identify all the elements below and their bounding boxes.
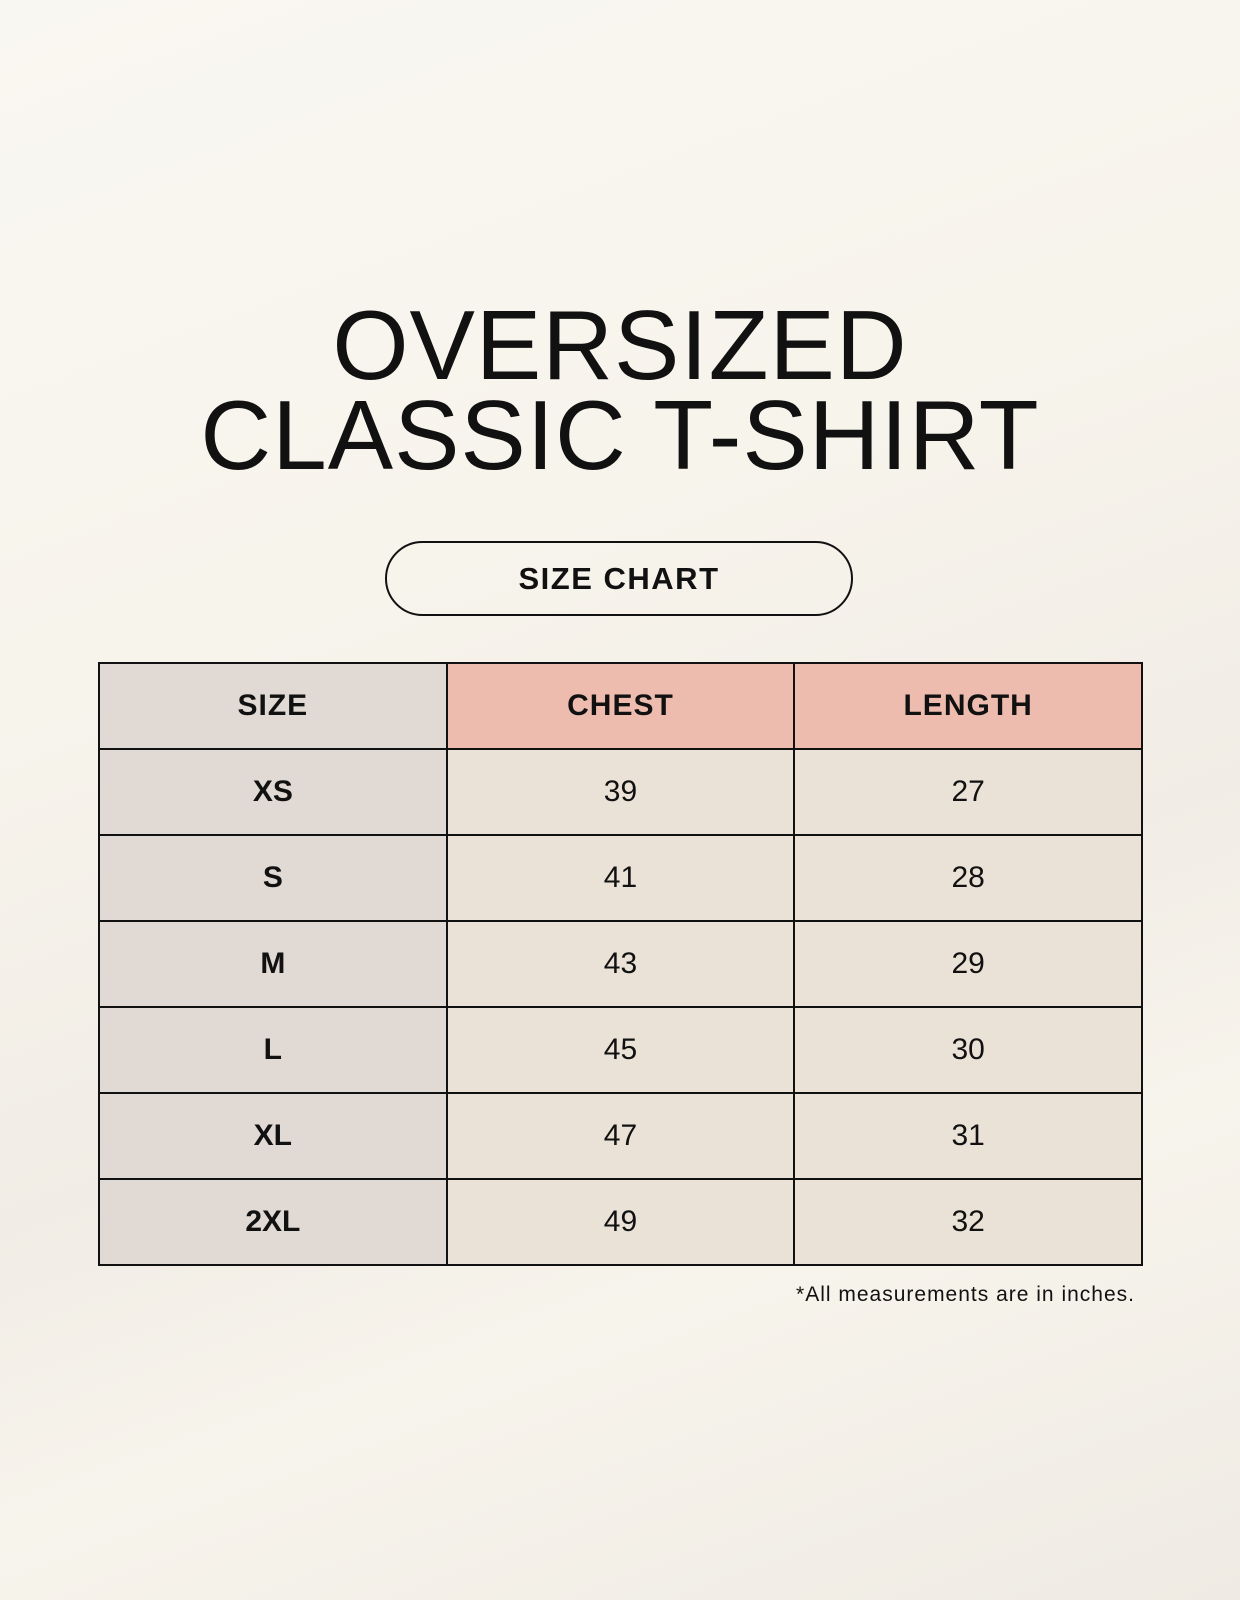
table-row: M 43 29 <box>98 920 1143 1008</box>
table-row: XS 39 27 <box>98 748 1143 836</box>
chest-cell: 49 <box>445 1178 796 1266</box>
table-row: L 45 30 <box>98 1006 1143 1094</box>
size-cell: XS <box>98 748 448 836</box>
length-cell: 31 <box>793 1092 1143 1180</box>
measurement-note: *All measurements are in inches. <box>796 1283 1135 1306</box>
table-row: 2XL 49 32 <box>98 1178 1143 1266</box>
length-cell: 32 <box>793 1178 1143 1266</box>
chest-cell: 47 <box>445 1092 796 1180</box>
title-line-2: CLASSIC T-SHIRT <box>200 380 1040 490</box>
size-cell: L <box>98 1006 448 1094</box>
chest-cell: 43 <box>445 920 796 1008</box>
chest-cell: 39 <box>445 748 796 836</box>
length-cell: 27 <box>793 748 1143 836</box>
size-cell: XL <box>98 1092 448 1180</box>
header-size: SIZE <box>98 662 448 750</box>
size-cell: S <box>98 834 448 922</box>
title-line-1: OVERSIZED <box>332 290 908 400</box>
size-cell: 2XL <box>98 1178 448 1266</box>
size-table: SIZE CHEST LENGTH XS 39 27 S 41 28 M 43 29 L 45 30 X… <box>98 662 1143 1266</box>
table-row: S 41 28 <box>98 834 1143 922</box>
length-cell: 29 <box>793 920 1143 1008</box>
table-header-row: SIZE CHEST LENGTH <box>98 662 1143 750</box>
chest-cell: 45 <box>445 1006 796 1094</box>
size-cell: M <box>98 920 448 1008</box>
length-cell: 28 <box>793 834 1143 922</box>
header-length: LENGTH <box>793 662 1143 750</box>
header-chest: CHEST <box>445 662 796 750</box>
size-chart-badge: SIZE CHART <box>385 541 853 616</box>
chest-cell: 41 <box>445 834 796 922</box>
length-cell: 30 <box>793 1006 1143 1094</box>
page-title: OVERSIZED CLASSIC T-SHIRT <box>0 290 1240 490</box>
table-row: XL 47 31 <box>98 1092 1143 1180</box>
